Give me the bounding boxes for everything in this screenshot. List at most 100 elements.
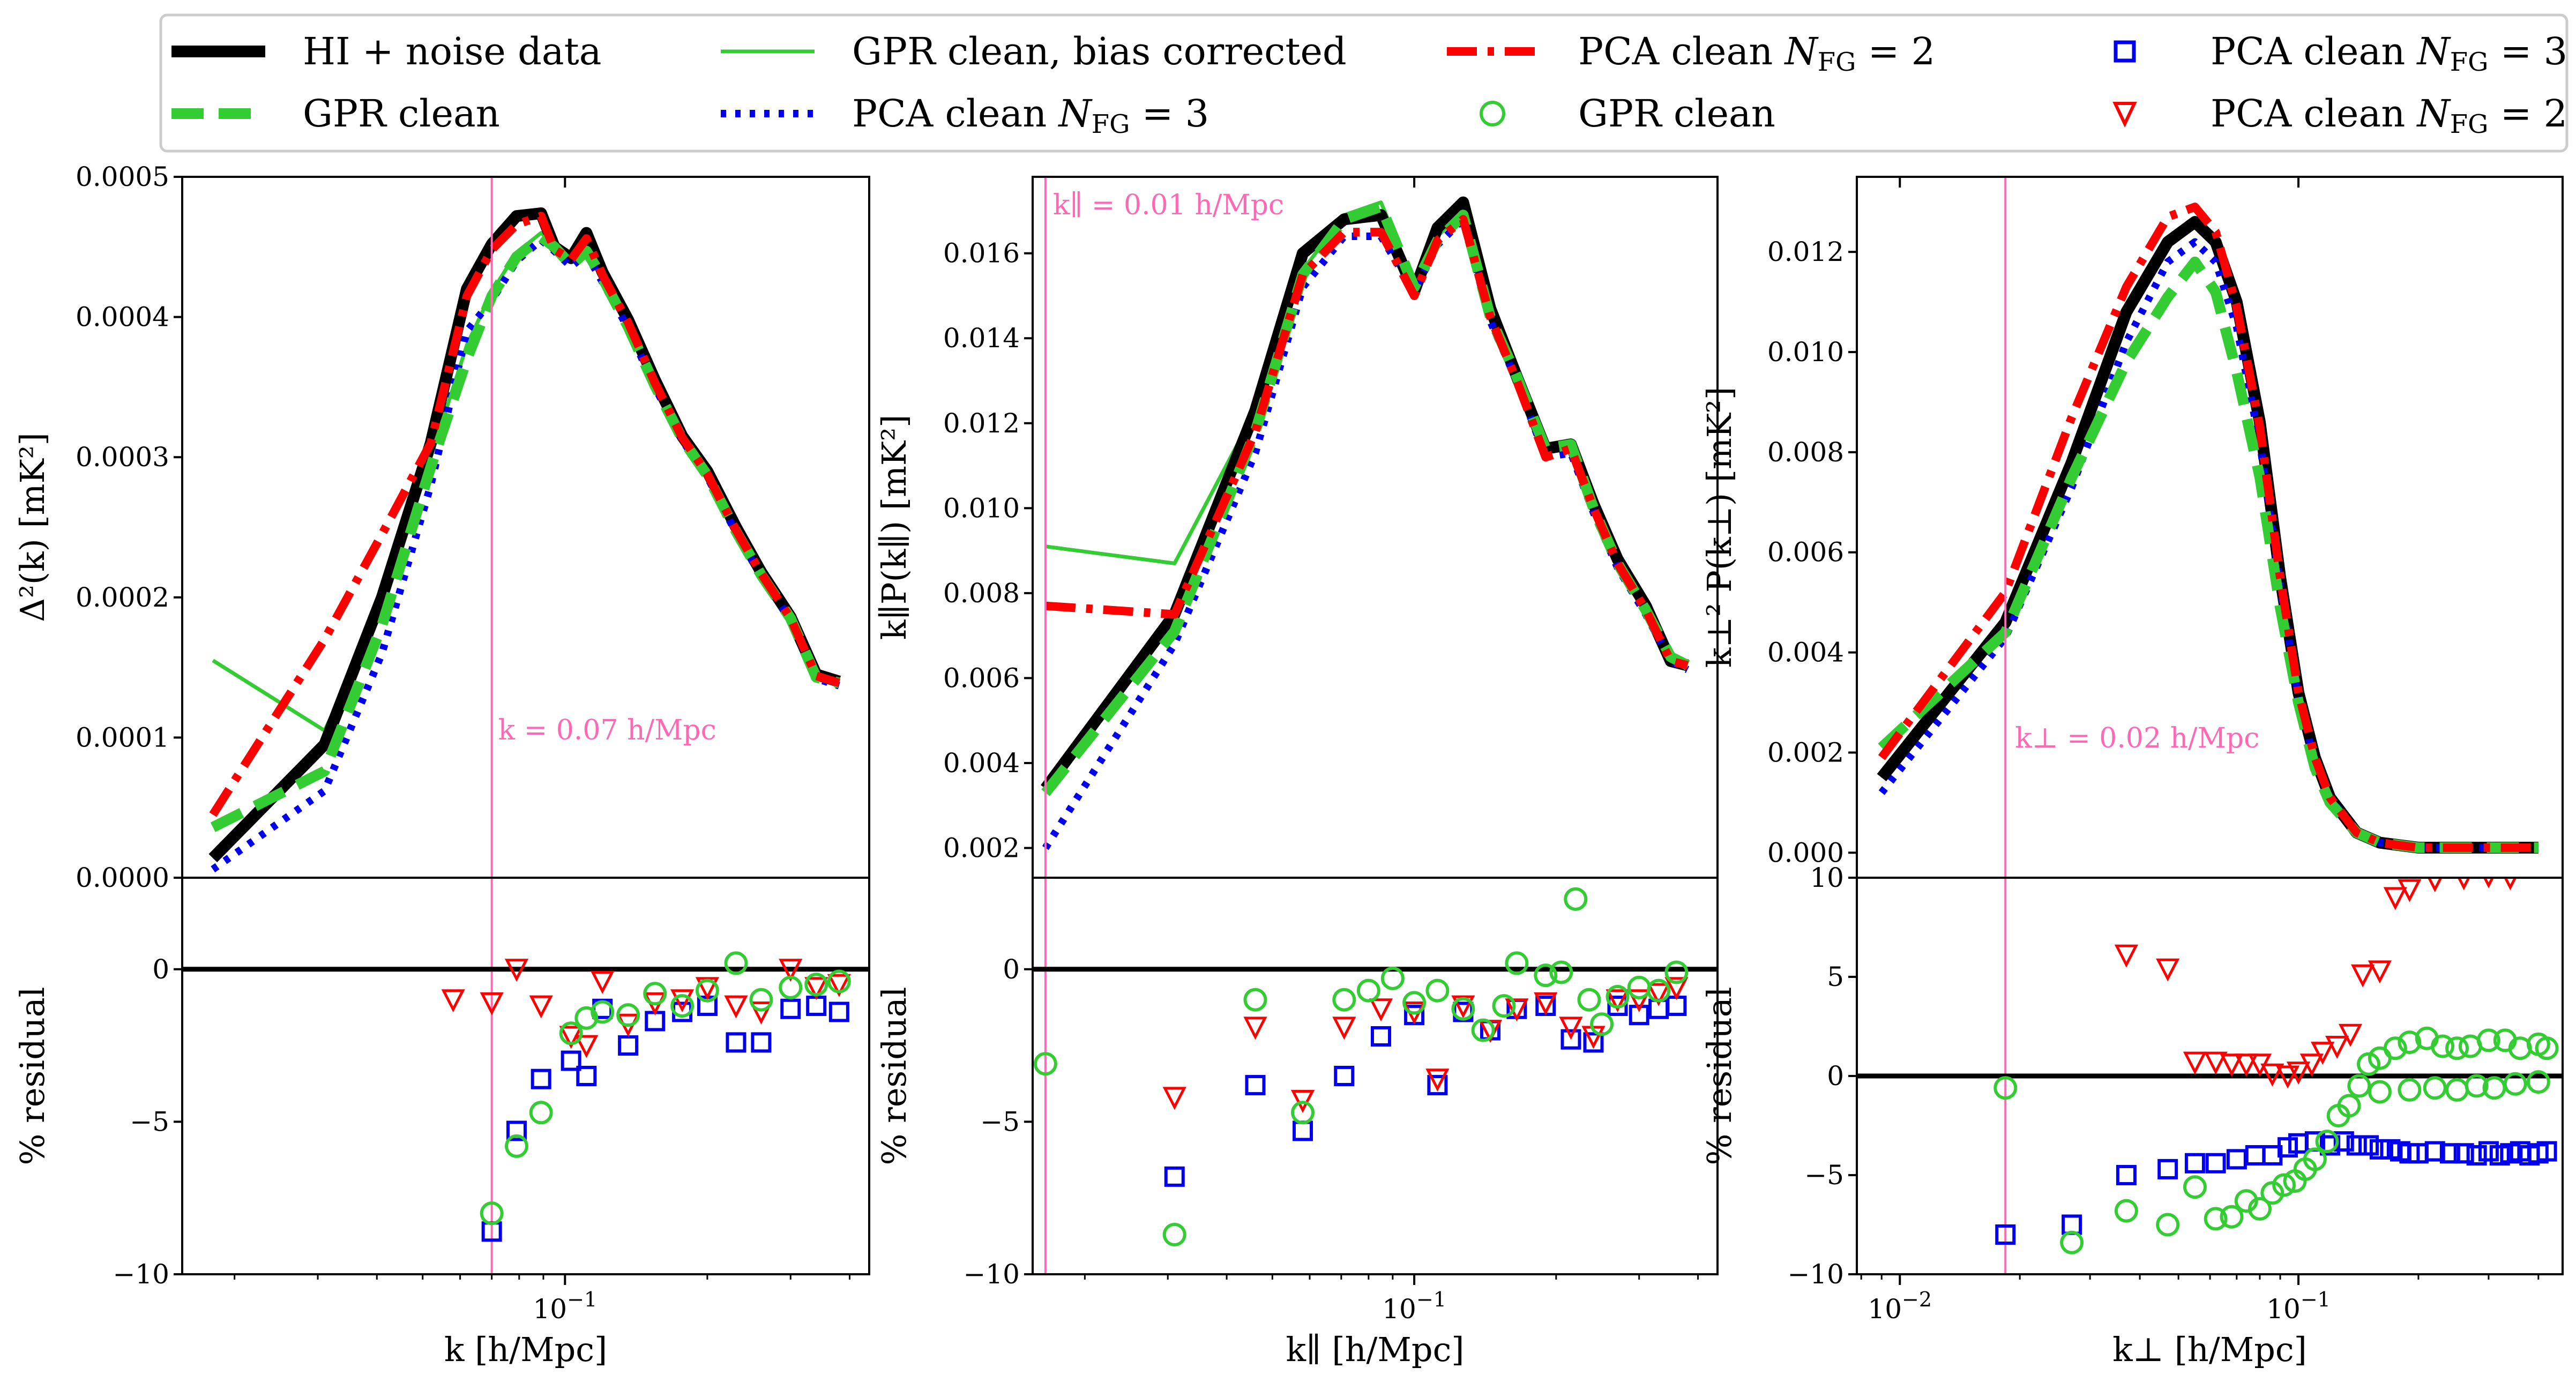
residual-gpr-marker xyxy=(2357,1052,2381,1076)
residual-gpr-marker xyxy=(480,1201,504,1225)
legend-label-sub: FG xyxy=(2450,47,2489,77)
residual-pca3-marker xyxy=(751,1032,772,1053)
residual-gpr-marker xyxy=(2248,1197,2272,1221)
legend-label: PCA clean NFG = 3 xyxy=(2211,29,2567,77)
legend-label-rest: = 3 xyxy=(1130,92,1209,136)
legend-item-gprbc: GPR clean, bias corrected xyxy=(721,29,1347,73)
residual-ytick-label: −5 xyxy=(130,1106,169,1137)
residual-pca3-marker xyxy=(2489,1145,2510,1165)
residual-ytick-label: 0 xyxy=(152,954,169,985)
residual-gpr-marker xyxy=(1534,963,1558,988)
residual-pca3-marker xyxy=(2536,1141,2557,1162)
legend-label-nfg: N xyxy=(1784,29,1819,73)
legend-label-nfg: N xyxy=(1058,92,1093,136)
residual-pca3-marker xyxy=(2424,1141,2445,1162)
residual-pca2-marker xyxy=(504,959,529,982)
residual-pca3-marker xyxy=(1607,996,1628,1017)
residual-pca2-marker xyxy=(1627,989,1651,1013)
residual-pca2-marker xyxy=(480,992,504,1015)
residual-gpr-marker xyxy=(1356,978,1380,1003)
residual-pca3-marker xyxy=(780,998,801,1019)
residual-gpr-marker xyxy=(2272,1173,2296,1197)
residual-gpr-marker xyxy=(505,1134,529,1158)
residual-pca2-marker xyxy=(2311,1042,2335,1065)
legend-item-pca3res-marker: PCA clean NFG = 3 xyxy=(2114,29,2567,77)
residual-ytick-label: 0 xyxy=(1827,1060,1844,1092)
ytick-label: 0.0004 xyxy=(76,302,169,333)
residual-gpr-marker xyxy=(2476,1028,2500,1052)
residual-pca3-marker xyxy=(561,1050,581,1071)
residual-pca2-marker xyxy=(1606,989,1630,1013)
residual-gpr-marker xyxy=(1564,887,1588,911)
residual-gpr-marker xyxy=(2445,1036,2469,1060)
residual-pca3-marker xyxy=(2358,1135,2379,1156)
residual-pca3-marker xyxy=(1560,1029,1581,1050)
residual-pca3-marker xyxy=(2184,1153,2205,1174)
residual-pca2-marker xyxy=(1559,1017,1583,1040)
series-line-pca2 xyxy=(209,212,841,817)
residual-gpr-marker xyxy=(2535,1036,2559,1060)
residual-pca3-marker xyxy=(2319,1135,2340,1156)
legend-label-sub: FG xyxy=(1818,47,1856,77)
residual-pca2-marker xyxy=(1290,1090,1315,1114)
ytick-label: 0.008 xyxy=(943,578,1020,609)
residual-gpr-marker xyxy=(2431,1034,2455,1058)
residual-gpr-marker xyxy=(2220,1205,2244,1229)
residual-pca3-marker xyxy=(2205,1153,2226,1174)
residual-pca3-marker xyxy=(1995,1224,2016,1245)
residual-pca3-marker xyxy=(2116,1165,2137,1185)
residual-gpr-marker xyxy=(804,973,828,997)
residual-y-axis-label: % residual xyxy=(1700,987,1739,1165)
ytick-label: 0.006 xyxy=(1767,537,1844,568)
residual-pca2-marker xyxy=(2299,1053,2324,1077)
residual-pca2-marker xyxy=(779,959,803,982)
residual-ytick-label: −10 xyxy=(113,1259,169,1290)
residual-pca3-marker xyxy=(1371,1026,1392,1047)
residual-markers xyxy=(1033,887,1689,1246)
residual-gpr-marker xyxy=(2503,1072,2527,1096)
xtick-label: 10−1 xyxy=(1382,1288,1446,1325)
residual-gpr-marker xyxy=(2183,1175,2207,1199)
residual-pca3-marker xyxy=(1583,1032,1604,1053)
legend-label-sub: FG xyxy=(1092,109,1130,139)
residual-pca2-marker xyxy=(1647,983,1671,1006)
residual-pca3-marker xyxy=(726,1032,746,1053)
residual-gpr-marker xyxy=(1162,1223,1186,1246)
residual-ytick-label: −5 xyxy=(980,1106,1020,1137)
residual-gpr-marker xyxy=(1505,951,1529,975)
legend-label: PCA clean NFG = 2 xyxy=(1578,29,1935,77)
residual-ytick-label: 10 xyxy=(1810,862,1844,893)
legend-item-gprres-marker: GPR clean xyxy=(1480,92,1775,136)
residual-gpr-marker xyxy=(2383,1036,2407,1060)
ytick-label: 0.012 xyxy=(943,408,1020,439)
residual-pca2-marker xyxy=(827,974,851,997)
residual-pca2-marker xyxy=(1332,1017,1356,1040)
residual-pca2-marker xyxy=(2338,1023,2363,1047)
legend-label: GPR clean xyxy=(1578,92,1775,136)
xtick-label: 10−2 xyxy=(1868,1288,1932,1325)
xtick-exponent: −1 xyxy=(2301,1288,2331,1311)
residual-pca2-marker xyxy=(1162,1087,1186,1110)
residual-pca3-marker xyxy=(2439,1143,2460,1164)
residual-gpr-marker xyxy=(1243,988,1267,1012)
residual-gpr-marker xyxy=(1402,991,1427,1015)
legend-item-hi: HI + noise data xyxy=(171,29,601,73)
residual-gpr-marker xyxy=(827,969,851,993)
residual-pca3-marker xyxy=(2453,1143,2474,1164)
ytick-label: 0.0005 xyxy=(76,161,169,192)
residual-gpr-marker xyxy=(2347,1074,2371,1098)
residual-gpr-marker xyxy=(1033,1052,1057,1076)
residual-pca3-marker xyxy=(1629,1005,1649,1026)
residual-ytick-label: 5 xyxy=(1827,961,1844,992)
residual-pca2-marker xyxy=(2260,1063,2284,1087)
ytick-label: 0.010 xyxy=(1767,337,1844,368)
legend-label: GPR clean xyxy=(303,92,500,136)
ytick-label: 0.010 xyxy=(943,492,1020,524)
residual-gpr-marker xyxy=(1647,978,1671,1003)
residual-gpr-marker xyxy=(1471,1018,1495,1042)
residual-pca2-marker xyxy=(695,977,719,1000)
legend-item-pca2: PCA clean NFG = 2 xyxy=(1447,29,1935,77)
residual-pca3-marker xyxy=(828,1002,849,1022)
residual-gpr-marker xyxy=(529,1101,553,1125)
legend-label-rest: = 2 xyxy=(2488,92,2567,136)
